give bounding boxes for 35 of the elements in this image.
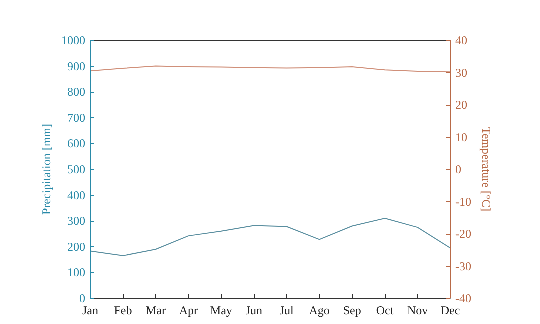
- x-tick-label: Feb: [114, 304, 132, 318]
- x-tick-label: Jun: [246, 304, 262, 318]
- y-tick-label: 900: [68, 59, 86, 74]
- y-tick-label: 600: [68, 136, 86, 151]
- y-tick-label: 0: [80, 292, 86, 306]
- y-tick-label: 800: [68, 85, 86, 100]
- x-tick-label: Nov: [407, 304, 428, 318]
- y2-tick-label: -40: [456, 292, 472, 306]
- x-tick-label: May: [210, 304, 232, 318]
- x-tick-label: Jan: [82, 304, 98, 318]
- y2-tick-label: 0: [456, 162, 462, 176]
- y2-tick-label: 20: [456, 98, 468, 112]
- y-tick-label: 500: [68, 162, 86, 176]
- y-tick-label: 200: [68, 240, 86, 254]
- y-tick-label: 100: [68, 266, 86, 280]
- x-tick-label: Mar: [146, 304, 166, 318]
- y2-tick-label: 40: [456, 34, 468, 48]
- x-tick-label: Oct: [376, 304, 394, 318]
- y-tick-label: 300: [68, 214, 86, 228]
- y2-tick-label: -10: [456, 194, 472, 209]
- y-tick-label: 700: [68, 110, 86, 125]
- y-axis-title: Precipitation [mm]: [40, 124, 54, 215]
- x-tick-label: Jul: [280, 304, 295, 318]
- y-tick-label: 1000: [62, 34, 86, 48]
- x-tick-label: Ago: [309, 304, 330, 318]
- y2-tick-label: 30: [456, 66, 468, 80]
- y2-tick-label: -30: [456, 259, 472, 274]
- line-series: [90, 218, 450, 256]
- x-tick-label: Sep: [343, 304, 362, 318]
- y-tick-label: 400: [68, 188, 86, 202]
- x-tick-label: Dec: [440, 304, 460, 318]
- y2-tick-label: -20: [456, 227, 472, 241]
- y2-axis-title: Temperature [°C]: [479, 127, 494, 212]
- x-tick-label: Apr: [179, 304, 198, 318]
- y2-tick-label: 10: [456, 130, 468, 144]
